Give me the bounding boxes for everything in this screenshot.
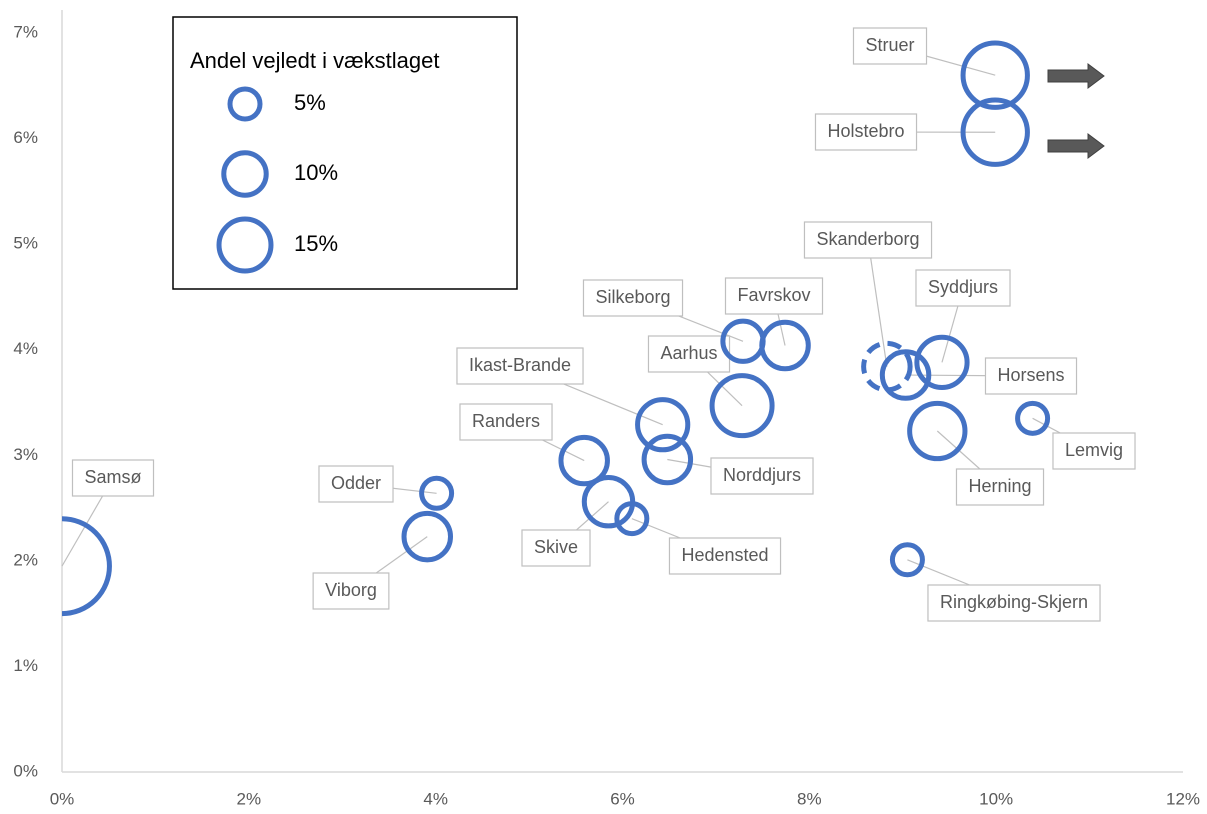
label-box	[582, 279, 684, 317]
data-label: Samsø	[84, 467, 141, 487]
data-label: Herning	[968, 476, 1031, 496]
bubble	[1015, 400, 1051, 436]
x-tick-label: 8%	[797, 789, 822, 808]
y-tick-label: 4%	[13, 339, 38, 358]
x-tick-label: 12%	[1166, 789, 1200, 808]
bubble	[641, 433, 694, 486]
x-tick-label: 6%	[610, 789, 635, 808]
legend-box	[172, 16, 518, 290]
label-box	[456, 347, 584, 385]
label-box	[955, 468, 1045, 506]
legend-bubble	[221, 150, 269, 198]
y-tick-label: 1%	[13, 656, 38, 675]
label-box	[710, 457, 814, 495]
data-label: Ikast-Brande	[469, 355, 571, 375]
bubble	[879, 349, 932, 401]
arrow	[1047, 133, 1105, 159]
bubble	[419, 475, 455, 511]
label-box	[915, 269, 1011, 307]
legend-bubble	[227, 86, 263, 122]
data-label: Hedensted	[681, 545, 768, 565]
bubble	[709, 373, 775, 439]
x-tick-label: 10%	[979, 789, 1013, 808]
data-label: Randers	[472, 411, 540, 431]
x-tick-label: 4%	[423, 789, 448, 808]
arrow	[1047, 63, 1105, 89]
bubble	[759, 319, 811, 372]
bubble	[558, 434, 610, 487]
label-box	[521, 529, 591, 567]
legend: Andel vejledt i vækstlaget 5% 10% 15%	[172, 16, 518, 290]
bubble	[907, 400, 968, 462]
data-label: Silkeborg	[595, 287, 670, 307]
label-box	[647, 335, 731, 373]
label-box	[668, 537, 782, 575]
x-tick-label: 2%	[237, 789, 262, 808]
bubble	[914, 334, 970, 390]
data-label: Skive	[534, 537, 578, 557]
leader-line	[867, 239, 888, 367]
x-tick-label: 0%	[50, 789, 75, 808]
bubble	[889, 542, 925, 578]
label-box	[312, 572, 390, 610]
label-box	[814, 113, 918, 151]
y-tick-label: 3%	[13, 445, 38, 464]
legend-bubble	[216, 216, 274, 274]
label-box	[318, 465, 394, 503]
y-tick-label: 6%	[13, 128, 38, 147]
data-label: Ringkøbing-Skjern	[940, 592, 1088, 612]
data-label: Aarhus	[660, 343, 717, 363]
data-label: Norddjurs	[723, 465, 801, 485]
data-label: Struer	[865, 35, 914, 55]
bubble	[62, 516, 112, 617]
y-tick-label: 5%	[13, 234, 38, 253]
data-label: Lemvig	[1065, 440, 1123, 460]
axes: 0% 1% 2% 3% 4% 5% 6% 7% 0% 2% 4% 6% 8% 10% 12%	[13, 10, 1200, 808]
label-box	[803, 221, 933, 259]
data-label: Horsens	[997, 365, 1064, 385]
legend-label: 15%	[294, 231, 338, 256]
bubble	[401, 510, 454, 563]
bubble	[614, 501, 650, 537]
y-tick-label: 7%	[13, 22, 38, 41]
bubble	[635, 397, 691, 453]
bubble	[960, 40, 1030, 110]
label-box	[984, 357, 1078, 395]
legend-title: Andel vejledt i vækstlaget	[190, 48, 439, 73]
label-box	[71, 459, 155, 497]
label-box	[1052, 432, 1136, 470]
label-box	[724, 277, 824, 315]
data-label: Syddjurs	[928, 277, 998, 297]
bubble	[960, 97, 1030, 167]
legend-label: 5%	[294, 90, 326, 115]
y-tick-label: 0%	[13, 761, 38, 780]
label-box	[852, 27, 928, 65]
data-label: Favrskov	[737, 285, 810, 305]
y-tick-label: 2%	[13, 550, 38, 569]
data-label: Skanderborg	[816, 229, 919, 249]
data-label: Holstebro	[827, 121, 904, 141]
label-box	[927, 584, 1101, 622]
data-label: Viborg	[325, 580, 377, 600]
data-label: Odder	[331, 473, 381, 493]
label-box	[459, 403, 553, 441]
legend-label: 10%	[294, 160, 338, 185]
bubble	[861, 340, 913, 393]
